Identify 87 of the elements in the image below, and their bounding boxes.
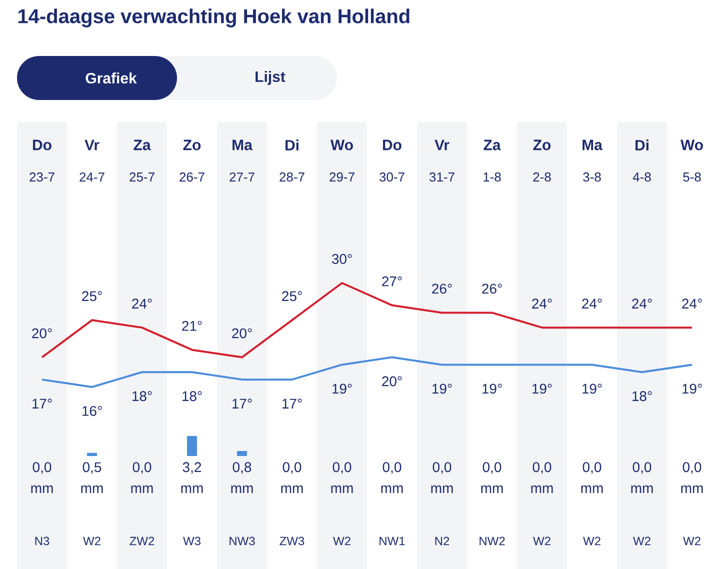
x-tick-label: Ma xyxy=(582,140,603,150)
x-tick-label: W2 xyxy=(633,536,650,546)
x-tick-label: W2 xyxy=(533,536,550,546)
data-label: 3,2 mm xyxy=(181,462,203,493)
x-tick-label: Vr xyxy=(84,140,100,150)
data-label: 16° xyxy=(82,406,102,416)
data-label: 19° xyxy=(682,384,702,394)
text: 30-7 xyxy=(379,172,404,182)
x-tick-label: Wo xyxy=(680,140,703,150)
x-tick-label: ZW3 xyxy=(280,536,304,546)
data-label: 20° xyxy=(232,328,252,338)
data-label: 0,0 mm xyxy=(631,462,653,493)
x-tick-label: Di xyxy=(286,140,298,150)
text: 1-8 xyxy=(484,172,501,182)
x-tick-label: Vr xyxy=(434,140,450,150)
data-label: 18° xyxy=(182,391,202,402)
x-tick-label: Za xyxy=(484,140,501,150)
data-label: 0,5 mm xyxy=(81,462,103,493)
data-label: 17° xyxy=(232,398,252,408)
data-label: 18° xyxy=(132,391,152,402)
chart-title: 14-daagse verwachting Hoek van Holland xyxy=(18,8,410,28)
data-label: 24° xyxy=(682,298,702,308)
data-label: 27° xyxy=(382,276,402,286)
data-label: 25° xyxy=(282,291,302,302)
data-label: 24° xyxy=(632,298,652,308)
data-label: 24° xyxy=(532,298,552,308)
data-label: 0,0 mm xyxy=(481,462,503,493)
text: 5-8 xyxy=(683,172,701,182)
x-tick-label: Zo xyxy=(183,140,201,150)
x-tick-label: Zo xyxy=(533,140,551,150)
x-tick-label: W2 xyxy=(83,536,100,546)
data-label: 0,8 mm xyxy=(231,462,253,493)
data-label: 0,0 mm xyxy=(31,462,53,493)
text: 4-8 xyxy=(632,172,651,182)
text: 29-7 xyxy=(330,172,354,182)
x-tick-label: Wo xyxy=(330,140,353,150)
x-tick-label: W2 xyxy=(333,536,350,546)
x-tick-label: W3 xyxy=(183,536,200,546)
text: 23-7 xyxy=(30,172,54,182)
data-label: 21° xyxy=(182,320,202,331)
data-label: 19° xyxy=(482,384,502,394)
text: 24-7 xyxy=(80,172,104,182)
x-tick-label: Do xyxy=(33,140,52,150)
text: Lijst xyxy=(256,71,286,85)
data-label: 17° xyxy=(32,398,52,408)
x-tick-label: Za xyxy=(134,140,151,150)
data-label: 19° xyxy=(582,384,602,394)
x-tick-label: N3 xyxy=(35,536,50,546)
text: 31-7 xyxy=(429,172,454,182)
text: 26-7 xyxy=(180,172,204,182)
data-label: 30° xyxy=(332,254,352,264)
x-tick-label: Ma xyxy=(232,140,253,150)
text: 3-8 xyxy=(583,172,601,182)
x-tick-label: Di xyxy=(636,140,648,150)
x-tick-label: W2 xyxy=(683,536,700,546)
text: 27-7 xyxy=(230,172,254,182)
text: Grafiek xyxy=(86,72,137,84)
data-label: 26° xyxy=(432,284,452,294)
data-label: 26° xyxy=(482,284,502,294)
data-label: 17° xyxy=(282,398,302,408)
x-tick-label: NW3 xyxy=(230,536,255,546)
x-tick-label: ZW2 xyxy=(130,536,154,546)
x-tick-label: NW2 xyxy=(480,536,505,546)
data-label: 0,0 mm xyxy=(581,462,603,493)
data-label: 24° xyxy=(582,298,602,308)
data-label: 0,0 mm xyxy=(131,462,153,493)
data-label: 19° xyxy=(532,384,552,394)
x-tick-label: NW1 xyxy=(380,536,405,546)
data-label: 20° xyxy=(32,328,52,338)
data-label: 0,0 mm xyxy=(281,462,303,493)
data-label: 0,0 mm xyxy=(381,462,403,493)
text: 2-8 xyxy=(533,172,551,182)
data-label: 25° xyxy=(82,291,102,302)
data-label: 0,0 mm xyxy=(531,462,553,493)
x-tick-label: Do xyxy=(383,140,402,150)
text: 25-7 xyxy=(130,172,154,182)
data-label: 0,0 mm xyxy=(681,462,703,493)
x-tick-label: N2 xyxy=(435,536,450,546)
data-label: 19° xyxy=(432,384,452,394)
data-label: 24° xyxy=(132,298,152,308)
data-label: 0,0 mm xyxy=(431,462,453,493)
data-label: 18° xyxy=(632,391,652,402)
data-label: 0,0 mm xyxy=(331,462,353,493)
data-label: 19° xyxy=(332,384,352,394)
data-label: 20° xyxy=(382,376,402,386)
text: 28-7 xyxy=(280,172,304,182)
x-tick-label: W2 xyxy=(583,536,600,546)
